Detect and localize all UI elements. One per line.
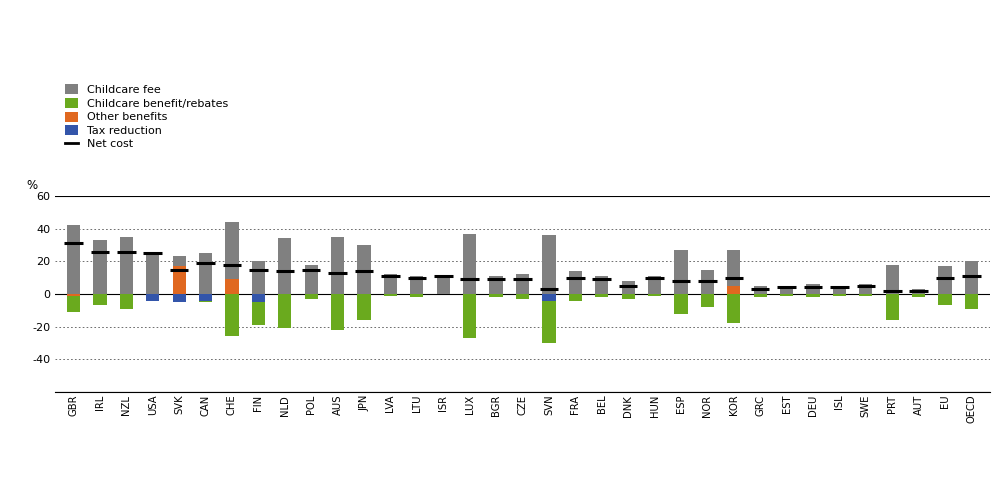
Bar (252, 294, 265, 302)
Bar (780, 286, 793, 294)
Bar (225, 279, 239, 294)
Bar (120, 294, 133, 309)
Bar (622, 294, 635, 299)
Y-axis label: %: % (26, 179, 37, 192)
Legend: Childcare fee, Childcare benefit/rebates, Other benefits, Tax reduction, Net cos: Childcare fee, Childcare benefit/rebates… (61, 80, 233, 154)
Bar (199, 294, 212, 300)
Bar (410, 294, 423, 297)
Bar (305, 294, 318, 299)
Bar (727, 294, 740, 323)
Bar (93, 294, 107, 305)
Bar (67, 294, 80, 312)
Bar (278, 239, 291, 294)
Bar (146, 294, 159, 300)
Bar (146, 294, 159, 299)
Bar (754, 294, 767, 297)
Bar (912, 289, 925, 294)
Bar (912, 294, 925, 297)
Bar (542, 235, 556, 294)
Bar (410, 276, 423, 294)
Bar (806, 284, 820, 294)
Bar (67, 294, 80, 295)
Bar (727, 250, 740, 294)
Bar (595, 276, 608, 294)
Bar (938, 266, 952, 294)
Bar (120, 237, 133, 294)
Bar (886, 265, 899, 294)
Bar (542, 294, 556, 300)
Bar (727, 286, 740, 294)
Bar (965, 294, 978, 309)
Bar (701, 294, 714, 307)
Bar (780, 294, 793, 295)
Bar (463, 234, 476, 294)
Bar (146, 251, 159, 294)
Bar (516, 294, 529, 299)
Bar (833, 286, 846, 294)
Bar (173, 294, 186, 297)
Bar (93, 240, 107, 294)
Bar (806, 294, 820, 297)
Bar (569, 271, 582, 294)
Bar (199, 294, 212, 302)
Bar (173, 266, 186, 294)
Bar (225, 222, 239, 294)
Bar (252, 261, 265, 294)
Bar (489, 276, 503, 294)
Bar (674, 294, 688, 314)
Bar (384, 274, 397, 294)
Bar (357, 294, 371, 320)
Bar (648, 294, 661, 295)
Bar (173, 256, 186, 294)
Bar (569, 294, 582, 300)
Bar (252, 294, 265, 325)
Bar (622, 281, 635, 294)
Bar (331, 294, 344, 330)
Bar (674, 250, 688, 294)
Bar (357, 245, 371, 294)
Bar (833, 294, 846, 295)
Bar (859, 284, 872, 294)
Bar (754, 286, 767, 294)
Bar (489, 294, 503, 297)
Bar (173, 294, 186, 302)
Bar (437, 276, 450, 294)
Bar (595, 294, 608, 297)
Bar (859, 294, 872, 295)
Bar (938, 294, 952, 305)
Bar (331, 237, 344, 294)
Bar (225, 294, 239, 337)
Bar (516, 274, 529, 294)
Bar (965, 261, 978, 294)
Bar (886, 294, 899, 320)
Bar (542, 294, 556, 343)
Bar (67, 225, 80, 294)
Bar (648, 276, 661, 294)
Bar (384, 294, 397, 295)
Bar (701, 270, 714, 294)
Bar (199, 253, 212, 294)
Bar (463, 294, 476, 338)
Bar (305, 265, 318, 294)
Bar (278, 294, 291, 328)
